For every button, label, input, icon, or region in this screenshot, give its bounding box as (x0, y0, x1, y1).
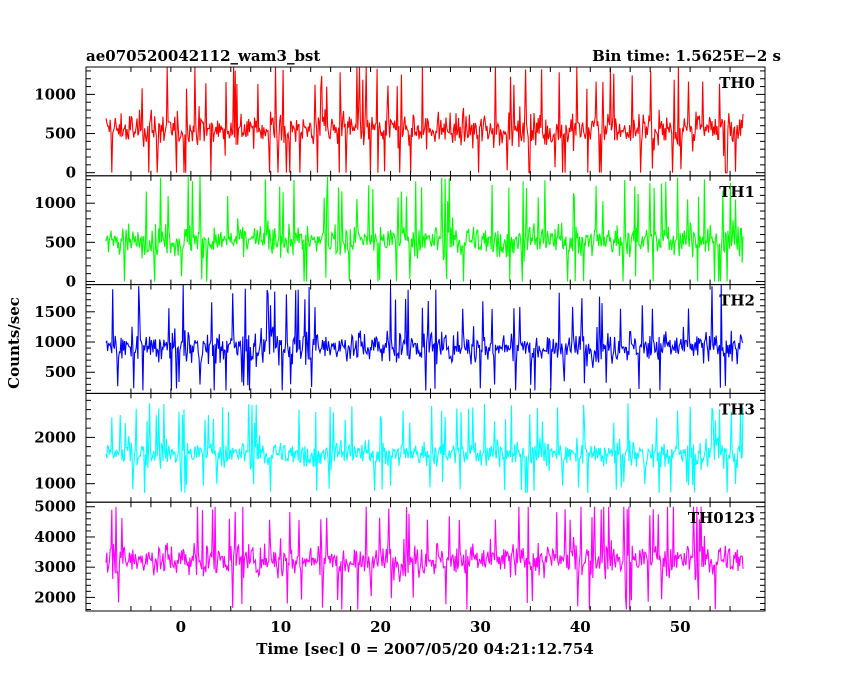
series-trace-th0123 (105, 506, 744, 610)
bin-time-label: Bin time: 1.5625E−2 s (592, 47, 781, 65)
x-tick-label: 20 (370, 618, 391, 636)
y-tick-label: 5000 (34, 498, 76, 516)
series-trace-th2 (105, 284, 744, 391)
panel-name-label: TH0123 (688, 509, 755, 527)
y-tick-label: 3000 (34, 558, 76, 576)
y-tick-label: 500 (45, 233, 76, 251)
panel-th1: 0 500 1000 TH1 (34, 175, 766, 290)
series-trace-th1 (105, 176, 744, 282)
panel-th2: 500 1000 1500 TH2 (34, 284, 766, 394)
y-tick-label: 1500 (34, 303, 76, 321)
chart-title: ae070520042112_wam3_bst (86, 47, 320, 65)
panel-th0123: 2000 3000 4000 5000 TH0123 (34, 498, 766, 612)
panel-frame (85, 501, 766, 612)
panel-th3: 1000 2000 TH3 (34, 392, 766, 503)
y-tick-label: 2000 (34, 588, 76, 606)
panel-name-label: TH0 (719, 74, 755, 92)
y-tick-label: 0 (66, 164, 76, 182)
series-trace-th3 (105, 403, 744, 493)
panel-th0: 0 500 1000 TH0 (34, 66, 766, 182)
series-trace-th0 (105, 66, 744, 174)
x-axis: 0 10 20 30 40 50 (176, 618, 691, 636)
y-tick-label: 1000 (34, 475, 76, 493)
x-tick-label: 30 (470, 618, 491, 636)
y-tick-label: 1000 (34, 333, 76, 351)
panel-name-label: TH3 (719, 400, 755, 418)
y-axis-label: Counts/sec (5, 297, 23, 389)
y-tick-label: 1000 (34, 194, 76, 212)
x-axis-label: Time [sec] 0 = 2007/05/20 04:21:12.754 (256, 640, 593, 658)
y-tick-label: 2000 (34, 428, 76, 446)
x-tick-label: 0 (176, 618, 186, 636)
x-tick-label: 40 (570, 618, 591, 636)
y-tick-label: 4000 (34, 528, 76, 546)
y-tick-label: 500 (45, 125, 76, 143)
x-tick-label: 10 (270, 618, 291, 636)
x-tick-label: 50 (670, 618, 691, 636)
y-tick-label: 1000 (34, 85, 76, 103)
panels-group: 0 500 1000 TH0 0 500 1000 TH1 500 1000 1500 TH2 1000… (34, 66, 766, 612)
y-tick-label: 0 (66, 272, 76, 290)
panel-name-label: TH2 (719, 292, 755, 310)
y-tick-label: 500 (45, 363, 76, 381)
panel-name-label: TH1 (719, 183, 755, 201)
